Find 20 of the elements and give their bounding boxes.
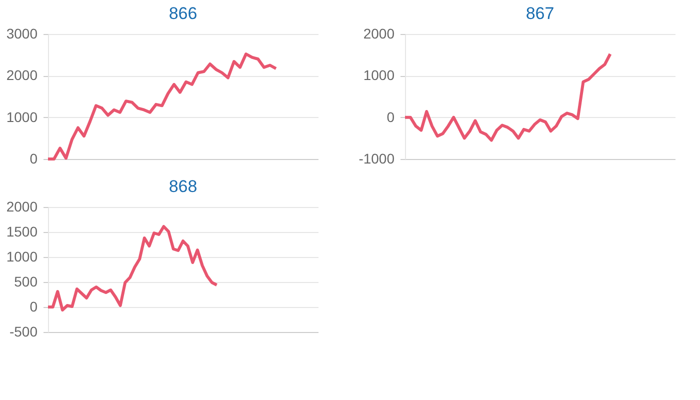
line-series [46,225,218,312]
y-tick-label: 0 [386,108,395,125]
y-tick-label: 1000 [363,67,395,84]
y-tick-label: -500 [9,324,38,340]
y-tick-label: 1500 [6,224,38,240]
y-tick-label: 2000 [363,26,395,42]
y-tick-label: 1000 [6,108,38,125]
line-series [404,52,612,142]
y-tick-label: 3000 [6,26,38,42]
line-series [46,52,278,160]
y-tick-label: 0 [30,298,38,314]
y-tick-label: 2000 [6,67,38,84]
y-tick-label: 0 [30,150,38,166]
chart-title: 866 [168,4,198,23]
y-tick-label: -1000 [358,150,395,166]
y-tick-label: 2000 [6,198,38,214]
chart-title: 867 [526,4,554,23]
y-tick-label: 1000 [6,248,38,264]
chart-title: 868 [168,177,198,196]
y-tick-label: 500 [14,274,38,290]
